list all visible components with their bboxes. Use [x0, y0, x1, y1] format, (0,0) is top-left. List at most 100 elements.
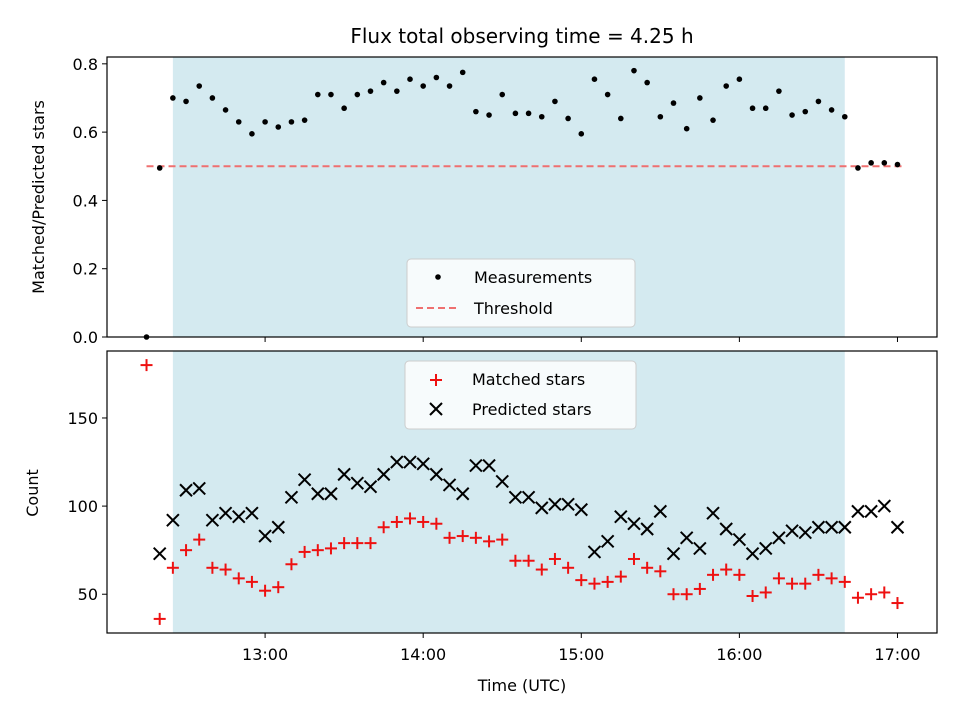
y-tick-label: 50 — [78, 585, 98, 604]
matched-star-point — [377, 521, 390, 534]
measurement-point — [828, 107, 835, 113]
legend-marker-matched-stars — [430, 374, 442, 386]
x-tick-label: 17:00 — [874, 645, 920, 664]
predicted-star-point — [232, 509, 246, 524]
measurement-point — [354, 91, 361, 98]
matched-star-point — [548, 552, 561, 565]
matched-star-point — [272, 581, 285, 594]
measurement-point — [565, 115, 571, 122]
measurement-point — [499, 91, 506, 98]
measurement-point — [473, 108, 479, 115]
predicted-star-point — [350, 476, 365, 490]
measurement-point — [723, 83, 730, 89]
matched-star-point — [772, 572, 785, 585]
matched-star-point — [390, 515, 403, 528]
measurement-point — [789, 112, 795, 118]
measurement-point — [578, 131, 585, 137]
measurement-point — [459, 69, 466, 76]
top-x-ticks — [264, 337, 898, 342]
predicted-star-point — [666, 546, 681, 561]
predicted-star-point — [838, 520, 852, 534]
measurement-point — [328, 91, 334, 98]
predicted-star-point — [574, 502, 588, 517]
x-tick-label: 15:00 — [558, 645, 604, 664]
top-y-ticks: 0.0 0.2 0.4 0.6 0.8 — [73, 55, 107, 347]
matched-star-point — [417, 515, 430, 528]
bottom-y-axis-label: Count — [23, 469, 42, 517]
predicted-star-point — [890, 520, 905, 534]
measurement-point — [631, 67, 637, 74]
bottom-legend-box — [404, 360, 637, 430]
matched-star-point — [759, 586, 772, 599]
predicted-star-point — [416, 457, 430, 471]
measurement-point — [380, 79, 387, 86]
predicted-star-point — [337, 467, 351, 482]
matched-star-point — [878, 586, 891, 599]
y-tick-label: 100 — [67, 497, 98, 516]
matched-star-point — [799, 577, 812, 590]
predicted-star-point — [271, 520, 285, 534]
predicted-star-point — [245, 506, 259, 520]
legend-label-matched-stars: Matched stars — [472, 370, 585, 389]
matched-star-point — [733, 568, 746, 581]
predicted-star-point — [587, 545, 602, 559]
matched-star-point — [812, 568, 825, 581]
predicted-star-point — [785, 524, 799, 538]
measurement-point — [683, 125, 690, 132]
y-tick-label: 0.8 — [73, 55, 98, 74]
measurement-point — [815, 98, 822, 105]
top-y-axis-label: Matched/Predicted stars — [29, 100, 48, 294]
predicted-star-point — [297, 472, 312, 487]
matched-star-point — [404, 512, 417, 525]
matched-star-point — [298, 545, 311, 558]
measurement-point — [196, 83, 203, 89]
measurement-point — [697, 95, 703, 101]
predicted-star-point — [363, 480, 378, 494]
y-tick-label: 0.4 — [73, 191, 98, 210]
predicted-star-point — [600, 534, 615, 549]
measurement-point — [275, 124, 282, 130]
predicted-star-point — [495, 474, 509, 489]
measurement-point — [394, 88, 400, 94]
matched-star-point — [509, 554, 522, 567]
bottom-panel: 50 100 150 13:00 14:00 15:00 16:00 17:00 Count… — [23, 350, 938, 695]
matched-star-point — [430, 517, 443, 530]
matched-star-point — [693, 582, 706, 595]
top-panel: 0.00.20.40.60.8 Matched/Predicted stars … — [29, 55, 938, 347]
predicted-stars-series — [152, 455, 905, 561]
legend-marker-measurements — [435, 274, 441, 280]
predicted-star-point — [851, 504, 865, 519]
x-tick-label: 16:00 — [716, 645, 762, 664]
measurement-point — [868, 160, 874, 166]
predicted-star-point — [456, 487, 470, 501]
predicted-star-point — [706, 506, 720, 520]
predicted-star-point — [759, 541, 773, 556]
matched-star-point — [588, 577, 601, 590]
measurement-point — [262, 119, 268, 125]
measurement-point — [841, 113, 848, 120]
matched-star-point — [219, 563, 232, 576]
matched-star-point — [483, 535, 496, 548]
predicted-star-point — [152, 546, 167, 561]
predicted-star-point — [719, 522, 733, 536]
matched-star-point — [456, 530, 469, 543]
top-axes-frame — [106, 56, 938, 338]
measurement-point — [538, 113, 545, 120]
predicted-star-point — [376, 467, 391, 482]
predicted-star-point — [192, 481, 206, 496]
matched-star-point — [324, 542, 337, 555]
predicted-star-point — [732, 532, 747, 547]
matched-star-point — [259, 584, 272, 597]
predicted-star-point — [679, 531, 694, 545]
matched-star-point — [469, 531, 482, 544]
measurement-point — [314, 91, 321, 98]
predicted-star-point — [798, 525, 812, 540]
measurement-point — [301, 117, 308, 123]
measurement-point — [222, 107, 229, 113]
predicted-star-point — [535, 501, 549, 515]
measurement-point — [433, 74, 440, 81]
measurement-point — [604, 91, 611, 98]
predicted-star-point — [205, 513, 220, 527]
measurement-point — [644, 79, 650, 86]
measurement-point — [512, 110, 519, 117]
